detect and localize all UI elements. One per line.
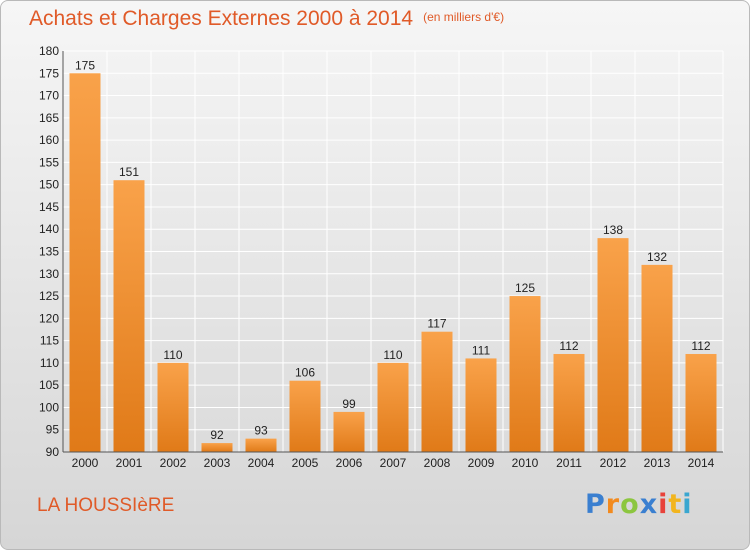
x-tick-label: 2012 xyxy=(600,456,627,470)
bar xyxy=(465,358,497,452)
data-label: 111 xyxy=(472,343,491,357)
logo-letter: t xyxy=(668,489,683,520)
logo-letter: i xyxy=(682,489,693,520)
y-tick-label: 95 xyxy=(46,423,60,437)
chart-subtitle: (en milliers d'€) xyxy=(423,10,505,24)
y-tick-label: 175 xyxy=(39,66,59,80)
x-tick-label: 2000 xyxy=(72,456,99,470)
bar xyxy=(333,411,365,452)
data-label: 132 xyxy=(647,250,667,264)
y-tick-label: 130 xyxy=(39,267,59,281)
bar xyxy=(509,296,541,452)
y-tick-label: 135 xyxy=(39,245,59,259)
data-label: 151 xyxy=(119,165,139,179)
x-tick-label: 2013 xyxy=(644,456,671,470)
y-tick-label: 170 xyxy=(39,89,59,103)
logo-letter: r xyxy=(605,489,621,520)
x-tick-label: 2005 xyxy=(292,456,319,470)
x-tick-label: 2006 xyxy=(336,456,363,470)
chart-title: Achats et Charges Externes 2000 à 2014 (e… xyxy=(29,7,504,31)
x-tick-label: 2014 xyxy=(688,456,715,470)
data-label: 117 xyxy=(427,317,446,331)
x-tick-label: 2002 xyxy=(160,456,187,470)
data-label: 112 xyxy=(559,339,578,353)
y-tick-label: 150 xyxy=(39,178,59,192)
bar xyxy=(157,362,189,452)
bar xyxy=(113,180,145,452)
x-tick-label: 2004 xyxy=(248,456,275,470)
bar xyxy=(641,264,673,452)
y-tick-label: 145 xyxy=(39,200,59,214)
data-label: 125 xyxy=(515,281,535,295)
logo-letter: o xyxy=(620,489,640,520)
label-layer: 90 95 100 105 110 115 120 125 130 135 140 145 150 155… xyxy=(39,44,715,470)
bar xyxy=(377,362,409,452)
bar xyxy=(201,443,233,452)
y-tick-label: 165 xyxy=(39,111,59,125)
logo-letter: P xyxy=(585,489,606,520)
bar xyxy=(245,438,277,452)
data-label: 112 xyxy=(691,339,710,353)
y-tick-label: 90 xyxy=(46,445,60,459)
x-tick-label: 2001 xyxy=(116,456,143,470)
bar xyxy=(553,353,585,452)
data-label: 93 xyxy=(254,424,268,438)
y-tick-label: 100 xyxy=(39,400,59,414)
axis-layer xyxy=(62,51,723,453)
data-label: 92 xyxy=(210,428,224,442)
bar-layer xyxy=(69,73,717,453)
chart-title-text: Achats et Charges Externes 2000 à 2014 xyxy=(29,7,414,30)
data-label: 99 xyxy=(342,397,356,411)
x-tick-label: 2008 xyxy=(424,456,451,470)
y-tick-label: 155 xyxy=(39,155,59,169)
bar xyxy=(421,331,453,452)
proxiti-logo: Proxiti xyxy=(585,489,693,520)
data-label: 138 xyxy=(603,223,623,237)
data-label: 106 xyxy=(295,366,315,380)
x-tick-label: 2011 xyxy=(556,456,582,470)
y-tick-label: 110 xyxy=(40,356,59,370)
y-tick-label: 120 xyxy=(39,311,59,325)
data-label: 175 xyxy=(75,58,95,72)
y-tick-label: 180 xyxy=(39,44,59,58)
data-label: 110 xyxy=(383,348,402,362)
x-tick-label: 2009 xyxy=(468,456,495,470)
y-tick-label: 115 xyxy=(40,334,59,348)
bar xyxy=(69,73,101,453)
bar xyxy=(685,353,717,452)
x-tick-label: 2010 xyxy=(512,456,539,470)
logo-letter: i xyxy=(658,489,669,520)
data-label: 110 xyxy=(163,348,182,362)
y-tick-label: 125 xyxy=(39,289,59,303)
location-label: LA HOUSSIèRE xyxy=(37,495,175,516)
bar xyxy=(289,380,321,452)
x-tick-label: 2007 xyxy=(380,456,407,470)
bar xyxy=(597,238,629,452)
y-tick-label: 140 xyxy=(39,222,59,236)
y-tick-label: 105 xyxy=(39,378,59,392)
logo-letter: x xyxy=(639,489,659,520)
x-tick-label: 2003 xyxy=(204,456,231,470)
y-tick-label: 160 xyxy=(39,133,59,147)
